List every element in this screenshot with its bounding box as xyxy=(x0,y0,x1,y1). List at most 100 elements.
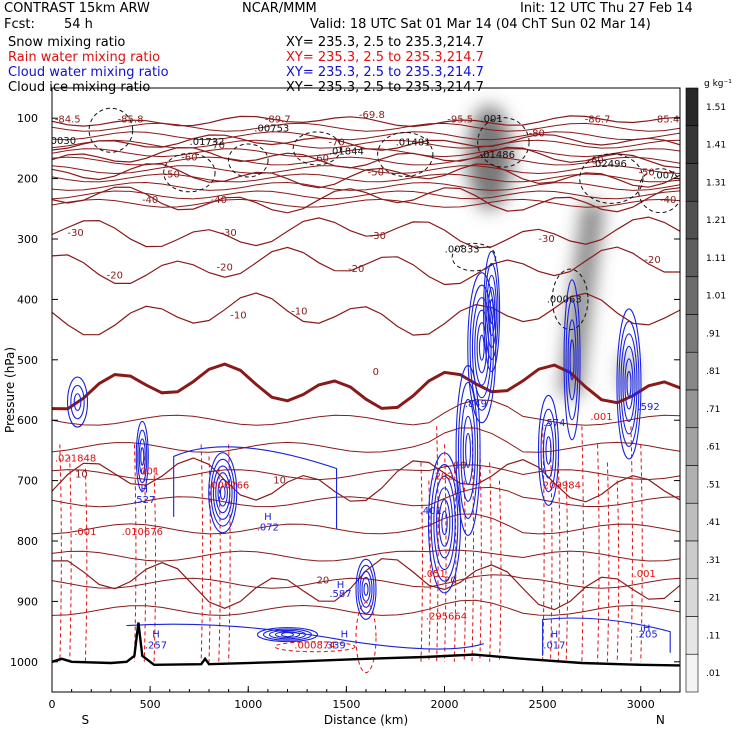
colorbar-label: 1.51 xyxy=(706,103,726,113)
temperature-contour xyxy=(52,122,680,132)
temperature-label: -40 xyxy=(660,195,676,206)
cloud-water-contour xyxy=(487,286,496,337)
colorbar-label: .41 xyxy=(706,518,720,528)
rain-contour xyxy=(640,444,643,662)
ice-contour xyxy=(551,268,589,331)
temperature-contour xyxy=(52,133,680,151)
cloud-water-contour xyxy=(486,274,497,349)
rain-contour xyxy=(557,462,561,662)
cloud-water-contour xyxy=(618,320,640,448)
temperature-contour xyxy=(52,190,680,200)
temperature-label: -30 xyxy=(370,231,386,242)
rain-contour xyxy=(69,456,72,662)
y-tick-label: 800 xyxy=(17,535,38,548)
temperature-label: -60 xyxy=(313,154,329,165)
y-tick-label: 900 xyxy=(17,595,38,608)
temperature-contour xyxy=(52,399,680,426)
rain-contour xyxy=(597,444,600,662)
cloud-water-contour xyxy=(474,309,490,386)
colorbar-swatch xyxy=(685,540,699,580)
ice-max-label: .02496 xyxy=(592,159,627,170)
colorbar-swatch xyxy=(685,276,699,315)
temperature-label: -86.7 xyxy=(585,114,611,125)
y-tick-label: 600 xyxy=(17,414,38,427)
x-tick-label: 2500 xyxy=(529,698,557,711)
temperature-label: -80 xyxy=(529,128,545,139)
colorbar-label: .71 xyxy=(706,405,720,415)
cloud-water-contour xyxy=(215,472,231,514)
ice-max-label: .0030 xyxy=(47,136,76,147)
temperature-label: -20 xyxy=(217,262,233,273)
ice-contour xyxy=(163,152,216,193)
init-time: Init: 12 UTC Thu 27 Feb 14 xyxy=(520,1,693,16)
temperature-label: -60 xyxy=(587,156,603,167)
valid-time: Valid: 18 UTC Sat 01 Mar 14 (04 ChT Sun … xyxy=(310,17,651,32)
temperature-label: -30 xyxy=(220,228,236,239)
temperature-contour xyxy=(52,131,680,141)
ice-contours xyxy=(88,107,680,331)
rain-water-label: .006266 xyxy=(208,480,249,491)
colorbar-label: .61 xyxy=(706,443,720,453)
colorbar-swatch xyxy=(685,653,699,693)
ice-contour xyxy=(377,131,434,177)
y-tick-label: 100 xyxy=(17,112,38,125)
rain-contour xyxy=(565,480,569,662)
cloud-water-contour xyxy=(620,333,638,435)
cloud-water-contour xyxy=(173,446,338,529)
rain-contour xyxy=(59,444,62,662)
cloud-water-contour xyxy=(427,452,462,594)
cloud-water-label: .401 xyxy=(420,506,442,517)
temperature-contour xyxy=(52,198,680,208)
temperature-label: -20 xyxy=(348,264,364,275)
colorbar-swatch xyxy=(685,502,699,542)
cloud-water-contour xyxy=(483,250,501,373)
field-snow-name: Snow mixing ratio xyxy=(8,35,126,50)
cloud-water-contour xyxy=(537,394,560,506)
cloud-water-contour xyxy=(212,465,233,520)
rain-water-label: .001 xyxy=(634,569,656,580)
end-label-north: N xyxy=(656,713,665,727)
colorbar-swatch xyxy=(685,163,699,202)
colorbar-label: 1.31 xyxy=(706,178,726,188)
cloud-water-contour xyxy=(70,384,85,420)
cloud-water-contour xyxy=(135,420,149,492)
y-tick-label: 300 xyxy=(17,233,38,246)
y-tick-label: 400 xyxy=(17,293,38,306)
colorbar-swatch xyxy=(685,578,699,617)
cloud-water-contour xyxy=(465,432,471,468)
temperature-label: -85.4 xyxy=(653,114,679,125)
ice-max-label: .00753 xyxy=(254,123,289,134)
temperature-contour xyxy=(52,186,680,214)
x-tick-label: 1000 xyxy=(234,698,262,711)
y-tick-label: 500 xyxy=(17,354,38,367)
cloud-water-contour xyxy=(457,381,479,519)
rain-contour xyxy=(581,426,584,662)
cloud-water-contour xyxy=(210,458,235,527)
y-tick-label: 700 xyxy=(17,475,38,488)
cloud-water-contour xyxy=(357,564,375,614)
cloud-water-contour xyxy=(363,582,369,596)
x-tick-label: 1500 xyxy=(332,698,360,711)
ice-max-label: .01401 xyxy=(396,137,431,148)
temperature-contour xyxy=(52,165,680,175)
cloud-water-contour xyxy=(359,570,373,608)
field-cloudwater-name: Cloud water mixing ratio xyxy=(8,65,169,80)
cloud-water-contour xyxy=(140,447,145,466)
temperature-label: -85.8 xyxy=(118,114,144,125)
colorbar-label: .81 xyxy=(706,367,720,377)
rain-contour xyxy=(436,426,439,662)
temperature-contour xyxy=(52,549,680,562)
rain-water-label: .021848 xyxy=(55,453,96,464)
cloud-water-contour xyxy=(469,284,495,411)
cloud-water-contour xyxy=(624,358,634,410)
cloud-water-contour xyxy=(138,438,146,475)
cloud-water-contour xyxy=(126,623,484,650)
temperature-label: -50 xyxy=(164,169,180,180)
temperature-label: 20 xyxy=(444,575,457,586)
temperature-label: -69.8 xyxy=(359,110,385,121)
cloud-water-contour xyxy=(476,322,488,374)
colorbar-label: .11 xyxy=(706,631,720,641)
cloud-water-label: H xyxy=(140,485,148,496)
cloud-water-label: .527 xyxy=(133,495,155,506)
cloud-water-contour xyxy=(460,398,476,502)
